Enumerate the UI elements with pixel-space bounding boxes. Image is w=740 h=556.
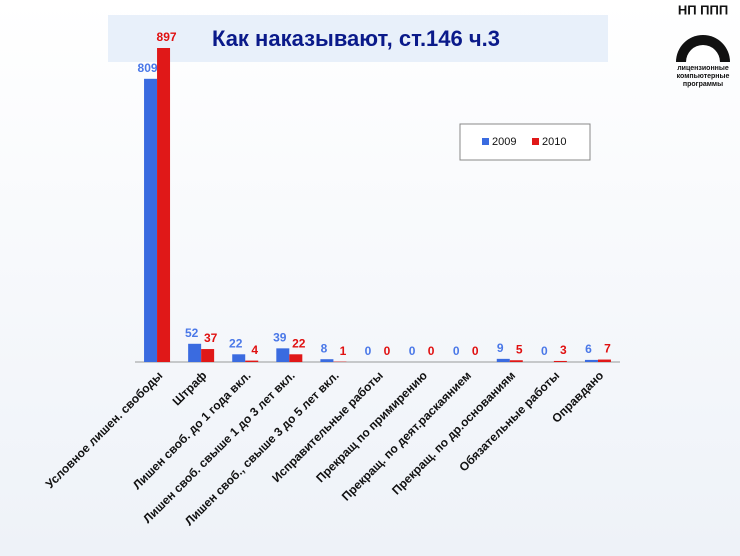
bar [509, 360, 523, 362]
bar [289, 354, 303, 362]
bar [144, 78, 158, 363]
logo-icon [686, 45, 720, 62]
legend-label: 2009 [492, 136, 516, 148]
data-label: 0 [365, 344, 372, 358]
legend-swatch [482, 138, 489, 145]
logo-text: лицензионные [677, 65, 729, 72]
data-label: 39 [273, 331, 287, 345]
bar [188, 343, 202, 362]
logo-text: компьютерные [677, 73, 730, 80]
data-label: 9 [497, 341, 504, 355]
data-label: 37 [204, 331, 218, 345]
data-label: 6 [585, 342, 592, 356]
data-label: 4 [251, 343, 258, 357]
legend-box [459, 123, 591, 161]
bar [584, 359, 598, 362]
title-box [108, 15, 608, 62]
data-label: 0 [428, 344, 435, 358]
data-label: 0 [384, 344, 391, 358]
bar [232, 354, 246, 362]
data-label: 22 [229, 336, 243, 350]
data-label: 7 [604, 342, 611, 356]
data-label: 1 [340, 344, 347, 358]
bar [320, 359, 334, 362]
bar [157, 48, 171, 362]
bar [597, 359, 611, 362]
data-label: 0 [409, 344, 416, 358]
logo-title: НП ППП [678, 2, 728, 17]
bar [245, 360, 259, 362]
logo: НП ППП лицензионные компьютерные програм… [676, 2, 730, 88]
data-label: 0 [541, 344, 548, 358]
bar [553, 360, 567, 362]
data-label: 8 [321, 341, 328, 355]
legend-swatch [532, 138, 539, 145]
bar [496, 358, 510, 362]
chart-title: Как наказывают, ст.146 ч.3 [212, 26, 500, 51]
legend-label: 2010 [542, 136, 566, 148]
data-label: 52 [185, 326, 199, 340]
data-label: 0 [453, 344, 460, 358]
data-label: 0 [472, 344, 479, 358]
data-label: 809 [138, 61, 158, 75]
data-label: 22 [292, 336, 306, 350]
logo-text: программы [683, 81, 723, 88]
data-label: 5 [516, 342, 523, 356]
bar [276, 348, 290, 362]
bar [201, 349, 215, 362]
data-label: 897 [157, 30, 177, 44]
data-label: 3 [560, 343, 567, 357]
